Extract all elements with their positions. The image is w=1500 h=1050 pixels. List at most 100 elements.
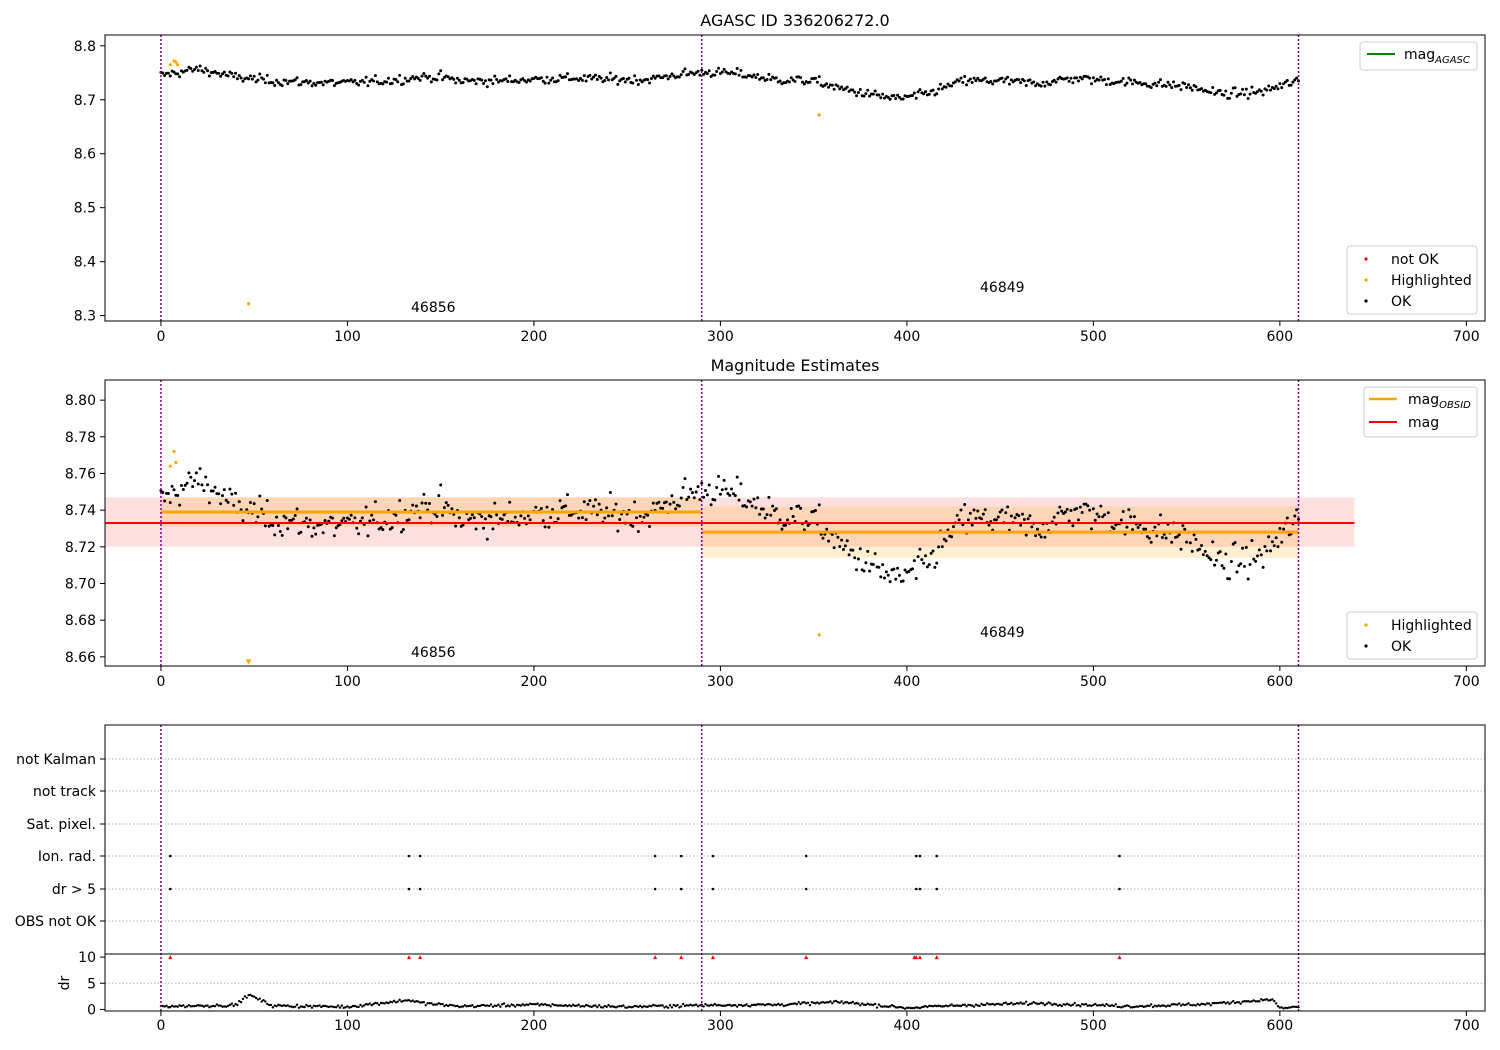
ok-point	[634, 516, 638, 520]
dr-point	[553, 1003, 556, 1007]
dr-point	[706, 1004, 709, 1007]
ok-point	[858, 88, 862, 92]
dr-point	[346, 1005, 349, 1008]
ok-point	[1138, 80, 1142, 84]
dr-point	[698, 1004, 702, 1007]
dr-point	[515, 1003, 519, 1007]
dr-point	[1194, 1004, 1198, 1007]
ok-point	[687, 495, 691, 499]
dr-point	[944, 1004, 948, 1007]
dr-point	[333, 1005, 336, 1009]
dr-point	[448, 1003, 452, 1007]
dr-point	[616, 1005, 620, 1008]
ok-point	[1004, 511, 1008, 515]
dr-point	[750, 1003, 754, 1007]
ok-point	[983, 508, 987, 512]
dr-point	[956, 1004, 959, 1007]
ok-point	[565, 72, 569, 76]
dr-point	[1224, 1002, 1227, 1005]
ok-point	[631, 524, 635, 528]
ok-point	[1265, 549, 1269, 553]
dr-point	[172, 1005, 176, 1008]
ok-point	[761, 507, 765, 511]
ok-point	[668, 74, 672, 78]
flag-point	[918, 887, 922, 891]
dr-point	[1287, 1006, 1291, 1009]
dr-point	[1000, 1003, 1004, 1006]
ok-point	[1289, 83, 1293, 87]
panel2-xtick-label: 300	[707, 674, 734, 690]
dr-point	[234, 1002, 237, 1006]
ok-point	[252, 502, 256, 506]
dr-point	[437, 1002, 441, 1005]
dr-point	[883, 1005, 886, 1008]
ok-point	[756, 496, 760, 500]
dr-point	[499, 1005, 502, 1008]
dr-point	[618, 1004, 621, 1008]
dr-point	[185, 1005, 189, 1008]
ok-point	[968, 77, 972, 81]
flag-row-label: not Kalman	[16, 752, 96, 768]
ok-point	[304, 516, 308, 520]
ok-point	[372, 79, 376, 83]
dr-point	[866, 1002, 869, 1005]
dr-point	[635, 1005, 638, 1008]
ok-point	[694, 490, 698, 494]
ok-point	[767, 72, 771, 76]
dr-point	[549, 1005, 552, 1008]
dr-point	[685, 1004, 689, 1007]
ok-point	[483, 517, 487, 521]
ok-point	[275, 515, 279, 519]
ok-point	[1138, 523, 1142, 527]
ok-point	[198, 467, 202, 471]
panel2-obs-label-1: 46856	[411, 645, 456, 661]
dr-point	[1032, 1000, 1035, 1004]
ok-point	[1241, 87, 1245, 91]
ok-point	[1214, 91, 1218, 95]
flag-point	[711, 887, 715, 891]
dr-point	[915, 1006, 918, 1009]
ok-point	[886, 573, 890, 577]
dr-point	[480, 1003, 483, 1007]
ok-point	[427, 74, 431, 78]
panel2-frame	[104, 379, 1486, 667]
ok-point	[1183, 527, 1187, 531]
ok-point	[664, 500, 668, 504]
dr-point	[922, 1005, 925, 1008]
ok-point	[1291, 80, 1295, 84]
dr-point	[683, 1004, 687, 1008]
panel1-ytick-label: 8.8	[74, 39, 96, 55]
dr-point	[825, 1001, 828, 1004]
ok-point	[758, 512, 762, 516]
ok-point	[1127, 76, 1131, 80]
dr-point	[803, 1001, 806, 1004]
panel2-ytick-label: 8.68	[65, 613, 96, 629]
ok-point	[825, 82, 829, 86]
dr-point	[254, 996, 258, 1000]
ok-point	[1006, 505, 1010, 509]
dr-point	[428, 1001, 431, 1005]
ok-point	[1075, 507, 1079, 511]
dr-point	[937, 1004, 940, 1007]
dr-point	[348, 1006, 351, 1009]
ok-point	[1078, 505, 1082, 509]
dr-point	[1218, 1001, 1222, 1004]
dr-point	[1075, 1004, 1078, 1007]
panel1-points	[159, 59, 1301, 306]
dr-point	[174, 1005, 178, 1008]
ok-point	[489, 515, 493, 519]
dr-point	[1002, 1001, 1006, 1005]
ok-point	[258, 494, 262, 498]
ok-point	[754, 506, 758, 510]
ok-point	[677, 504, 681, 508]
dr-point	[379, 1001, 383, 1005]
ok-point	[413, 77, 417, 81]
ok-point	[342, 516, 346, 520]
dr-point	[443, 1004, 446, 1008]
dr-point	[681, 1002, 685, 1006]
ok-point	[681, 69, 685, 73]
ok-point	[894, 96, 898, 100]
dr-point	[976, 1004, 979, 1007]
dr-point	[1267, 999, 1270, 1002]
dr-point	[1017, 1002, 1020, 1005]
